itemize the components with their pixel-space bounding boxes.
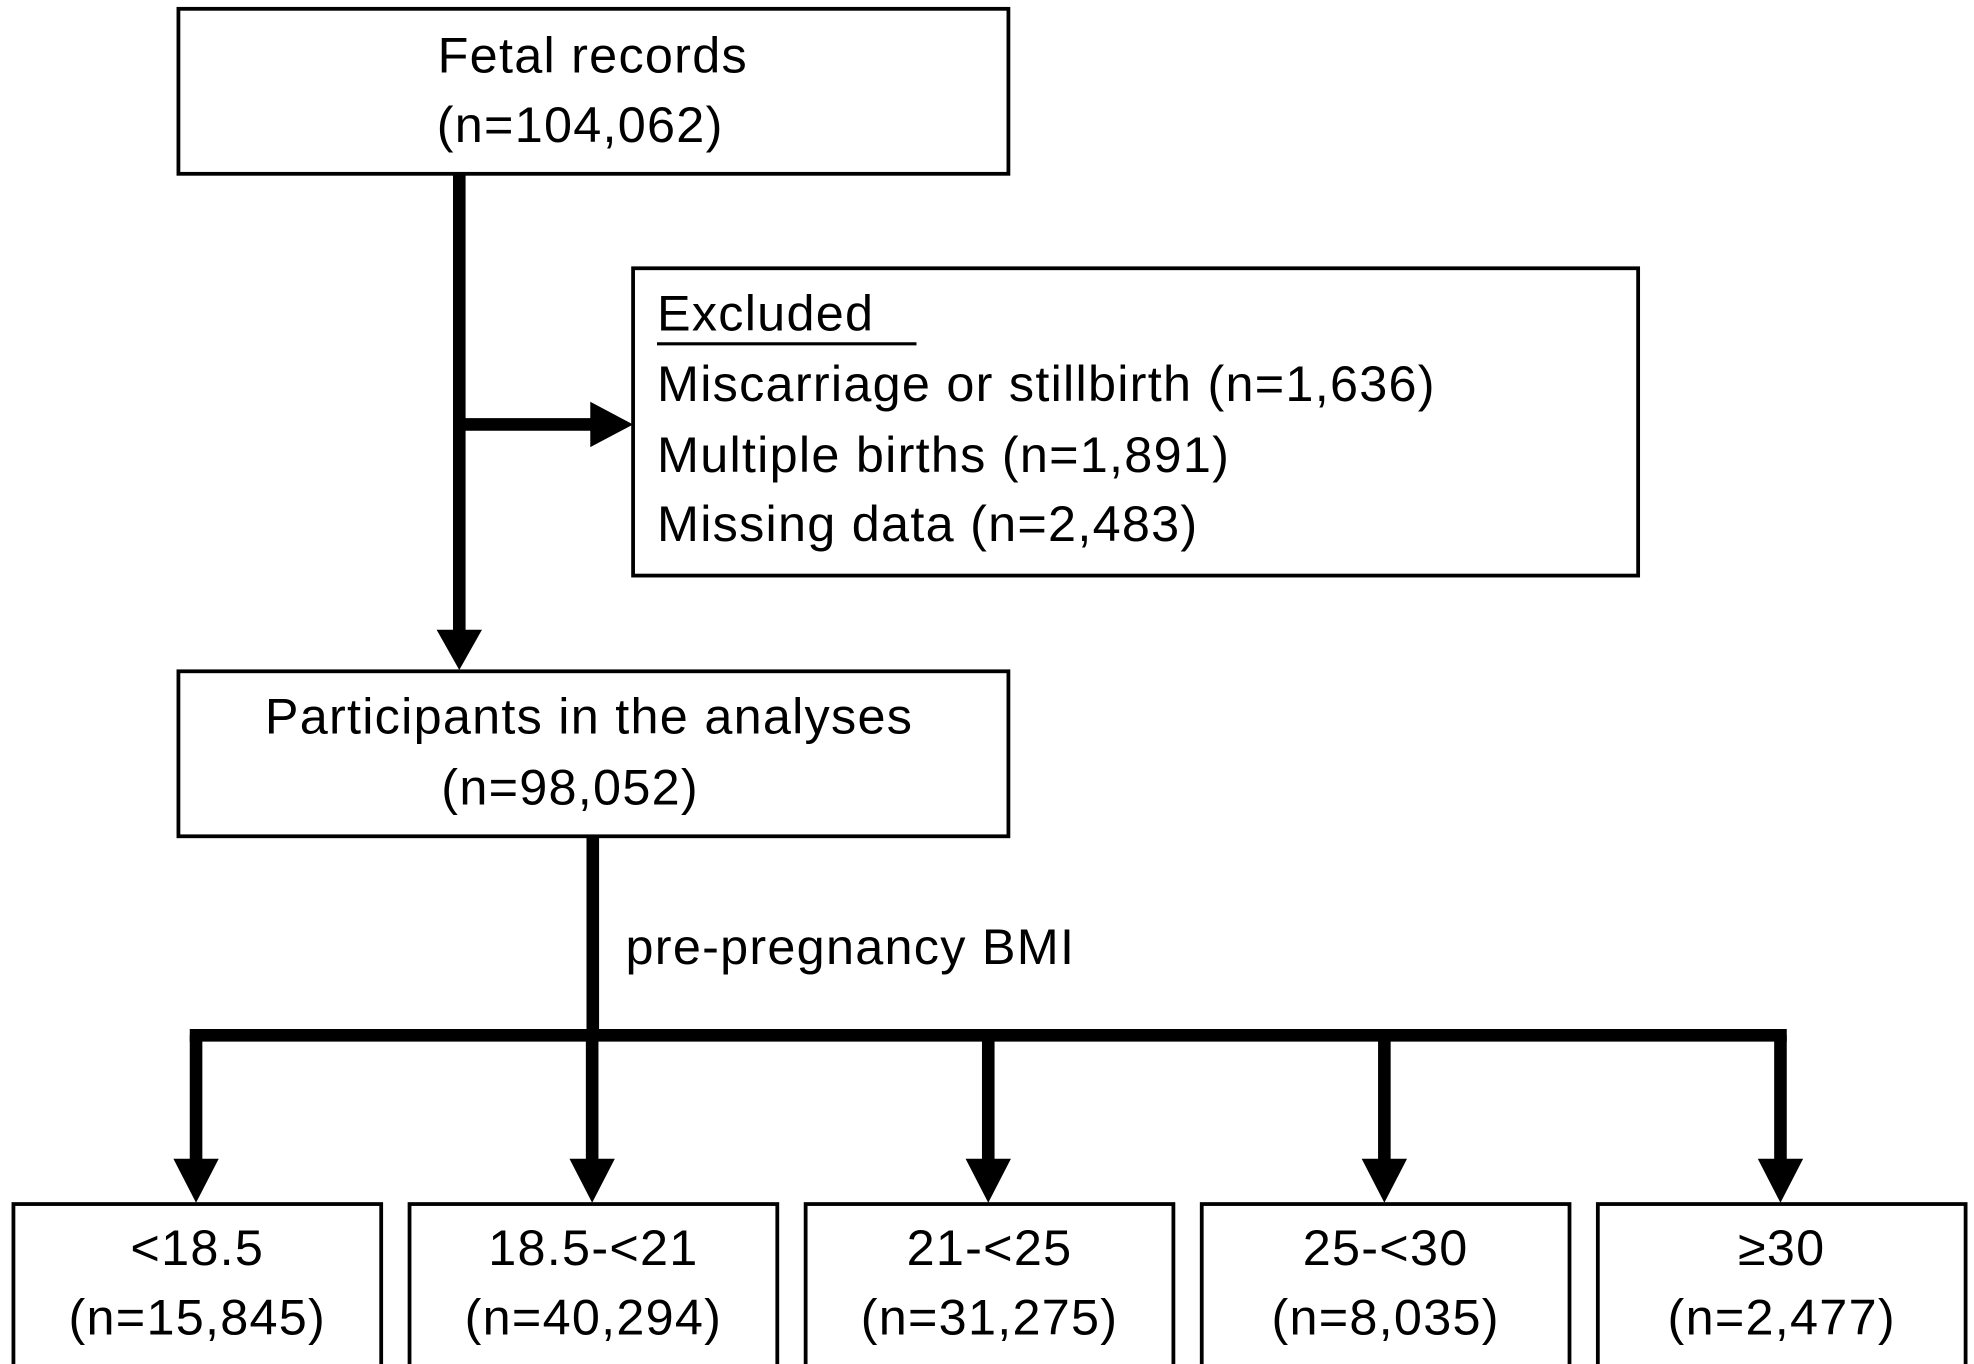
- box: [407, 1202, 780, 1364]
- box: [11, 1202, 384, 1364]
- group-count: (n=31,275): [861, 1288, 1119, 1345]
- box: [631, 266, 1641, 578]
- arrowhead: [965, 1158, 1011, 1203]
- arrowhead: [436, 629, 482, 671]
- arrowhead: [173, 1158, 219, 1203]
- arrowhead: [569, 1158, 615, 1203]
- branch-arrows: [173, 1035, 1804, 1203]
- arrowhead: [1361, 1158, 1408, 1203]
- node-text: (n=104,062): [437, 96, 724, 153]
- node-text: Participants in the analyses: [265, 688, 913, 745]
- group-count: (n=2,477): [1668, 1288, 1896, 1345]
- group-label: 21-<25: [907, 1219, 1073, 1276]
- arrowhead: [590, 401, 634, 448]
- box: [176, 669, 1011, 839]
- node-text: Miscarriage or stillbirth (n=1,636): [657, 355, 1436, 412]
- node-text: Missing data (n=2,483): [657, 495, 1198, 552]
- groups: <18.5 (n=15,845) 18.5-<21 (n=40,294) 21-<25 (…: [11, 1202, 1968, 1364]
- box: [803, 1202, 1176, 1364]
- group-label: 18.5-<21: [488, 1219, 698, 1276]
- group-count: (n=40,294): [465, 1288, 723, 1345]
- group-count: (n=15,845): [69, 1288, 327, 1345]
- node-text: Fetal records: [438, 27, 748, 84]
- node-text: Multiple births (n=1,891): [657, 426, 1230, 483]
- edge-label: pre-pregnancy BMI: [626, 918, 1076, 975]
- box: [176, 6, 1011, 176]
- node-text: (n=98,052): [441, 758, 699, 815]
- group-label: ≥30: [1738, 1219, 1825, 1276]
- box: [1595, 1202, 1968, 1364]
- node-title: Excluded: [657, 285, 874, 342]
- group-label: 25-<30: [1303, 1219, 1469, 1276]
- group-label: <18.5: [130, 1219, 264, 1276]
- arrowhead: [1757, 1158, 1804, 1203]
- box: [1199, 1202, 1572, 1364]
- group-count: (n=8,035): [1271, 1288, 1499, 1345]
